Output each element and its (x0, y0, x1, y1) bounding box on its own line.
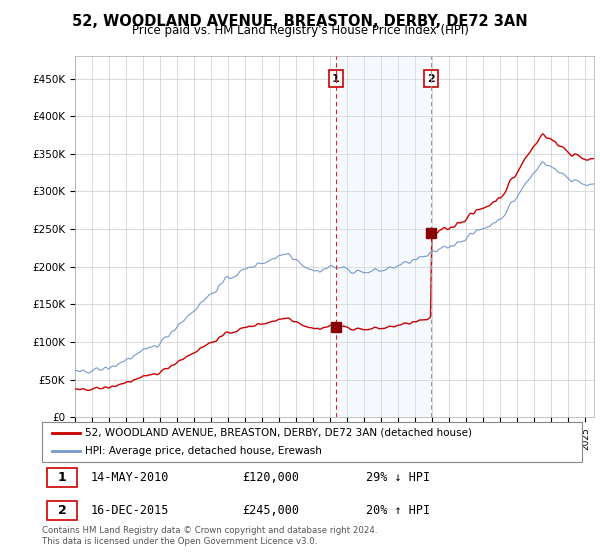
Text: 16-DEC-2015: 16-DEC-2015 (91, 504, 169, 517)
Text: £245,000: £245,000 (242, 504, 299, 517)
Bar (47, 468, 77, 487)
Text: Price paid vs. HM Land Registry's House Price Index (HPI): Price paid vs. HM Land Registry's House … (131, 24, 469, 37)
Text: 29% ↓ HPI: 29% ↓ HPI (366, 471, 430, 484)
Text: 14-MAY-2010: 14-MAY-2010 (91, 471, 169, 484)
Text: 1: 1 (332, 73, 340, 83)
Text: Contains HM Land Registry data © Crown copyright and database right 2024.
This d: Contains HM Land Registry data © Crown c… (42, 526, 377, 546)
Bar (47, 501, 77, 520)
Text: HPI: Average price, detached house, Erewash: HPI: Average price, detached house, Erew… (85, 446, 322, 456)
Text: 2: 2 (427, 73, 435, 83)
Text: 20% ↑ HPI: 20% ↑ HPI (366, 504, 430, 517)
Text: 1: 1 (58, 471, 67, 484)
Text: £120,000: £120,000 (242, 471, 299, 484)
Text: 2: 2 (58, 504, 67, 517)
Bar (336, 56, 431, 417)
Text: 52, WOODLAND AVENUE, BREASTON, DERBY, DE72 3AN (detached house): 52, WOODLAND AVENUE, BREASTON, DERBY, DE… (85, 428, 472, 437)
Text: 52, WOODLAND AVENUE, BREASTON, DERBY, DE72 3AN: 52, WOODLAND AVENUE, BREASTON, DERBY, DE… (72, 14, 528, 29)
